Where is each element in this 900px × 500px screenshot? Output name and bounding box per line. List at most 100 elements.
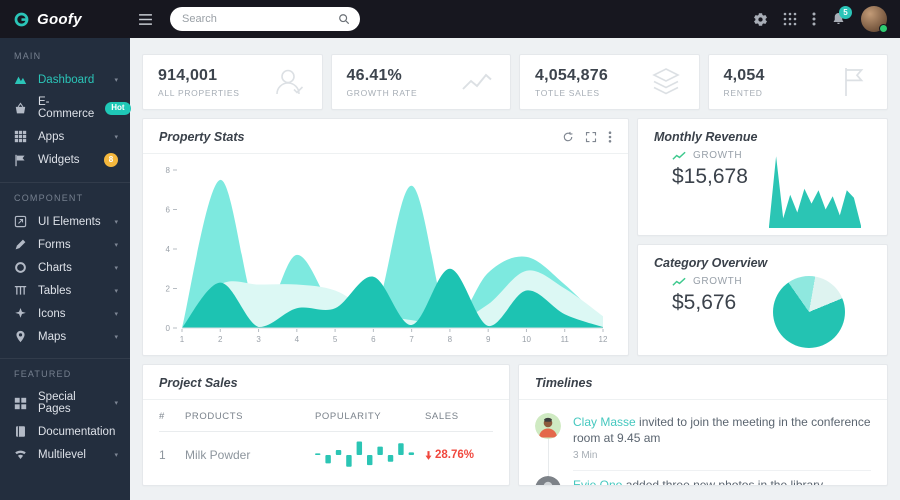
monthly-revenue-card: Monthly Revenue GROWTH $15,678 [637, 118, 888, 236]
sidebar-item-special-pages[interactable]: Special Pages ▾ [0, 386, 130, 420]
sidebar-item-label: Special Pages [38, 391, 76, 415]
svg-text:8: 8 [448, 335, 453, 344]
svg-text:9: 9 [486, 335, 491, 344]
search-icon[interactable] [338, 13, 350, 25]
chevron-down-icon: ▾ [114, 333, 118, 341]
sidebar-item-label: UI Elements [38, 215, 101, 228]
sidebar-item-label: Icons [38, 307, 66, 320]
hamburger-menu-icon[interactable] [138, 13, 153, 25]
notifications-bell-icon[interactable]: 5 [831, 6, 852, 27]
sidebar-section-label: FEATURED [14, 369, 72, 379]
stats-row: 914,001 ALL PROPERTIES 46.41% GROWTH RAT… [142, 54, 888, 110]
search-input[interactable] [182, 13, 338, 25]
stat-value: 4,054,876 [535, 66, 608, 84]
chevron-down-icon: ▾ [114, 451, 118, 459]
forms-icon [14, 238, 27, 251]
logo-icon [13, 11, 30, 28]
stat-card-all-properties: 914,001 ALL PROPERTIES [142, 54, 323, 110]
sidebar-section-featured: FEATURED Special Pages ▾ Documentation M… [0, 358, 130, 466]
timeline-text: Evie Ono added three new photos in the l… [573, 476, 823, 486]
growth-trend-icon [672, 151, 687, 161]
svg-text:7: 7 [409, 335, 414, 344]
project-sales-table: # PRODUCTS POPULARITY SALES 1 Milk Powder 2… [143, 400, 509, 478]
brand: Goofy [0, 11, 130, 28]
flag-icon [836, 64, 872, 100]
topbar-actions: 5 [753, 6, 900, 33]
category-value: $5,676 [672, 291, 737, 314]
sidebar-item-label: Tables [38, 284, 72, 297]
stat-card-growth-rate: 46.41% GROWTH RATE [330, 54, 511, 110]
svg-text:8: 8 [166, 166, 171, 175]
sales-value: 28.76% [425, 449, 493, 461]
sidebar-item-e-commerce[interactable]: E-Commerce Hot [0, 91, 131, 125]
svg-text:3: 3 [256, 335, 261, 344]
sidebar-item-multilevel[interactable]: Multilevel ▾ [0, 443, 130, 466]
stat-card-rented: 4,054 RENTED [707, 54, 888, 110]
sidebar-item-label: Charts [38, 261, 72, 274]
search-box [170, 7, 360, 31]
category-growth-block: GROWTH $5,676 [672, 276, 742, 315]
sidebar-item-widgets[interactable]: Widgets 8 [0, 148, 130, 172]
sidebar-section-label: MAIN [14, 51, 42, 61]
dashboard-icon [14, 73, 27, 86]
stat-label: TOTLE SALES [535, 87, 600, 98]
ui-elements-icon [14, 215, 27, 228]
growth-label: GROWTH [693, 150, 743, 161]
sidebar-item-tables[interactable]: Tables ▾ [0, 279, 130, 302]
column-header: POPULARITY [315, 411, 382, 422]
stat-value: 914,001 [158, 66, 218, 84]
sidebar-item-label: Documentation [38, 425, 116, 438]
sidebar-item-dashboard[interactable]: Dashboard ▾ [0, 68, 130, 91]
sidebar-item-label: Multilevel [38, 448, 86, 461]
icons-icon [14, 307, 27, 320]
property-stats-chart: 0 2 4 6 8 1 2 3 4 5 6 7 8 9 10 11 12 [143, 154, 628, 354]
stat-label: ALL PROPERTIES [158, 87, 240, 98]
svg-text:11: 11 [561, 335, 570, 344]
sidebar-item-charts[interactable]: Charts ▾ [0, 256, 130, 279]
main-content: 914,001 ALL PROPERTIES 46.41% GROWTH RAT… [130, 38, 900, 500]
sidebar-item-label: Dashboard [38, 73, 95, 86]
svg-text:0: 0 [166, 324, 171, 333]
sidebar-item-ui-elements[interactable]: UI Elements ▾ [0, 210, 130, 233]
user-icon [271, 64, 307, 100]
table-row: 1 Milk Powder 28.76% [159, 432, 493, 478]
svg-text:5: 5 [333, 335, 338, 344]
sidebar-section-main: MAIN Dashboard ▾ E-Commerce Hot Apps ▾ [0, 41, 131, 172]
svg-text:4: 4 [166, 245, 171, 254]
sidebar-item-documentation[interactable]: Documentation [0, 420, 130, 443]
sidebar-item-label: Apps [38, 130, 65, 143]
svg-text:6: 6 [166, 206, 171, 215]
sidebar-badge: Hot [105, 101, 131, 115]
timeline-user-link[interactable]: Evie Ono [573, 477, 623, 486]
apps-icon [14, 130, 27, 143]
sidebar-item-icons[interactable]: Icons ▾ [0, 302, 130, 325]
svg-text:6: 6 [371, 335, 376, 344]
refresh-icon[interactable] [562, 131, 574, 143]
svg-text:1: 1 [180, 335, 185, 344]
table-header: # PRODUCTS POPULARITY SALES [159, 400, 493, 432]
growth-label: GROWTH [693, 276, 743, 287]
sidebar-item-maps[interactable]: Maps ▾ [0, 325, 130, 348]
timeline-text: Clay Masse invited to join the meeting i… [573, 415, 871, 462]
user-avatar[interactable] [861, 6, 888, 33]
sidebar-item-forms[interactable]: Forms ▾ [0, 233, 130, 256]
kebab-menu-icon[interactable] [812, 12, 816, 26]
sidebar-item-label: E-Commerce [38, 96, 95, 120]
notification-count-badge: 5 [839, 6, 852, 19]
sidebar: MAIN Dashboard ▾ E-Commerce Hot Apps ▾ [0, 38, 131, 500]
column-header: PRODUCTS [185, 411, 244, 422]
grid-apps-icon[interactable] [783, 12, 797, 26]
layers-icon [648, 64, 684, 100]
gear-icon[interactable] [753, 12, 768, 27]
timeline-item: Clay Masse invited to join the meeting i… [535, 407, 871, 470]
stat-text: 4,054 RENTED [724, 67, 765, 98]
expand-icon[interactable] [585, 131, 597, 143]
documentation-icon [14, 425, 27, 438]
card-kebab-icon[interactable] [608, 131, 612, 143]
stat-value: 4,054 [723, 66, 765, 84]
maps-icon [14, 330, 27, 343]
sidebar-item-apps[interactable]: Apps ▾ [0, 125, 130, 148]
timeline-user-link[interactable]: Clay Masse [573, 415, 636, 429]
revenue-growth-block: GROWTH $15,678 [672, 150, 748, 189]
svg-text:2: 2 [166, 285, 171, 294]
